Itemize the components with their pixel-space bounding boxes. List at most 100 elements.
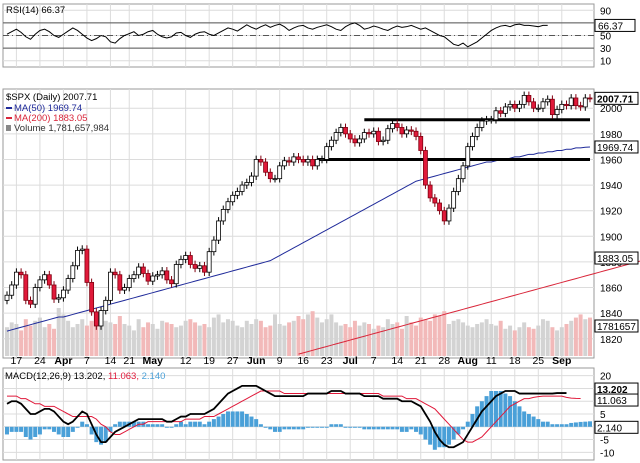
- candle-body: [277, 165, 283, 180]
- candle-body: [249, 175, 254, 183]
- volume-bar: [188, 319, 193, 356]
- volume-bar: [117, 316, 122, 356]
- volume-bar: [249, 324, 254, 356]
- candle-body: [470, 135, 475, 148]
- candle-body: [286, 160, 292, 163]
- macd-histogram-bar: [75, 426, 80, 428]
- volume-bar: [277, 324, 282, 356]
- macd-histogram-bar: [437, 426, 442, 448]
- candle-body: [197, 265, 203, 269]
- macd-histogram-bar: [178, 421, 183, 427]
- last-price-label: 2007.71: [597, 94, 634, 105]
- macd-histogram-bar: [268, 426, 273, 430]
- volume-value-label-box: [594, 319, 639, 333]
- candle-body: [126, 278, 132, 288]
- macd-histogram-bar: [80, 421, 85, 427]
- macd-histogram-bar: [291, 426, 296, 430]
- candle-body: [253, 159, 259, 177]
- candle-body: [507, 103, 513, 108]
- volume-bar: [512, 330, 517, 356]
- volume-bar: [324, 319, 329, 356]
- volume-bar: [240, 327, 245, 356]
- macd-histogram-bar: [484, 396, 489, 427]
- macd-histogram-bar: [150, 424, 155, 427]
- volume-bar: [329, 314, 334, 356]
- macd-histogram-bar: [588, 421, 592, 427]
- candle-body: [296, 156, 301, 160]
- volume-bar: [573, 317, 578, 356]
- macd-histogram-bar: [99, 426, 104, 445]
- candle-body: [578, 105, 583, 108]
- candle-body: [385, 128, 391, 141]
- candle-body: [484, 119, 489, 122]
- macd-histogram-bar: [9, 426, 14, 432]
- volume-bar: [367, 324, 372, 356]
- macd-legend-part: MACD(12,26,9): [5, 371, 74, 382]
- macd-histogram-bar: [221, 414, 226, 427]
- volume-bar: [66, 320, 71, 356]
- macd-histogram-bar: [385, 426, 390, 430]
- rsi-line: [6, 22, 548, 48]
- volume-bar: [70, 327, 75, 356]
- x-tick-label: 14: [105, 355, 117, 367]
- volume-bar: [42, 327, 47, 356]
- macd-histogram-bar: [282, 426, 287, 430]
- macd-histogram-bar: [329, 424, 334, 427]
- volume-bar: [461, 322, 466, 356]
- volume-bar: [404, 316, 409, 356]
- volume-bar: [33, 320, 38, 356]
- volume-bar: [169, 324, 174, 356]
- volume-bar: [517, 327, 522, 356]
- candle-body: [498, 110, 504, 114]
- volume-bar: [437, 316, 442, 356]
- x-tick-label: 7: [84, 355, 90, 367]
- x-tick-label: 17: [11, 355, 23, 367]
- candle-body: [79, 248, 85, 251]
- volume-bar: [357, 325, 362, 356]
- volume-bar: [428, 320, 433, 356]
- macd-histogram-bar: [357, 426, 362, 428]
- price-y-tick-label: 1960: [600, 155, 623, 166]
- candle-body: [479, 120, 485, 128]
- macd-histogram-bar: [540, 421, 545, 427]
- macd-histogram-bar: [367, 426, 372, 430]
- candle-body: [559, 103, 565, 110]
- macd-histogram-bar: [113, 424, 118, 427]
- volume-value-label: 1781657: [597, 322, 636, 333]
- volume-bar: [446, 324, 451, 356]
- volume-bar: [522, 322, 527, 356]
- macd-histogram-bar: [23, 426, 28, 437]
- signal-value-label: 11.063: [597, 396, 627, 407]
- histogram-value-label: 2.140: [597, 423, 622, 434]
- macd-histogram-bar: [423, 426, 428, 440]
- volume-bar: [418, 317, 423, 356]
- macd-histogram-bar: [555, 424, 560, 427]
- candle-body: [568, 97, 574, 107]
- candle-body: [582, 97, 588, 108]
- price-y-tick-label: 1900: [600, 232, 623, 243]
- candle-body: [512, 103, 518, 109]
- volume-bar: [578, 314, 583, 356]
- volume-bar: [305, 314, 310, 356]
- macd-histogram-bar: [522, 411, 527, 427]
- volume-bar: [23, 319, 28, 356]
- candle-body: [465, 146, 471, 167]
- macd-histogram-bar: [47, 426, 52, 430]
- rsi-last-value-label: 66.37: [598, 21, 623, 32]
- candle-body: [531, 101, 536, 109]
- macd-histogram-bar: [320, 426, 325, 428]
- volume-bar: [136, 319, 141, 356]
- macd-histogram-bar: [235, 411, 240, 427]
- macd-histogram-bar: [376, 426, 381, 430]
- macd-histogram-bar: [517, 406, 522, 427]
- x-tick-label: 21: [415, 355, 427, 367]
- volume-bar: [409, 322, 414, 356]
- x-tick-label: 25: [532, 355, 544, 367]
- candle-body: [93, 311, 99, 327]
- macd-histogram-bar: [164, 426, 169, 428]
- macd-histogram-bar: [315, 426, 320, 428]
- last-price-label-box: [594, 91, 639, 105]
- volume-bar: [310, 311, 315, 356]
- volume-bar: [470, 327, 475, 356]
- volume-bar: [526, 327, 531, 356]
